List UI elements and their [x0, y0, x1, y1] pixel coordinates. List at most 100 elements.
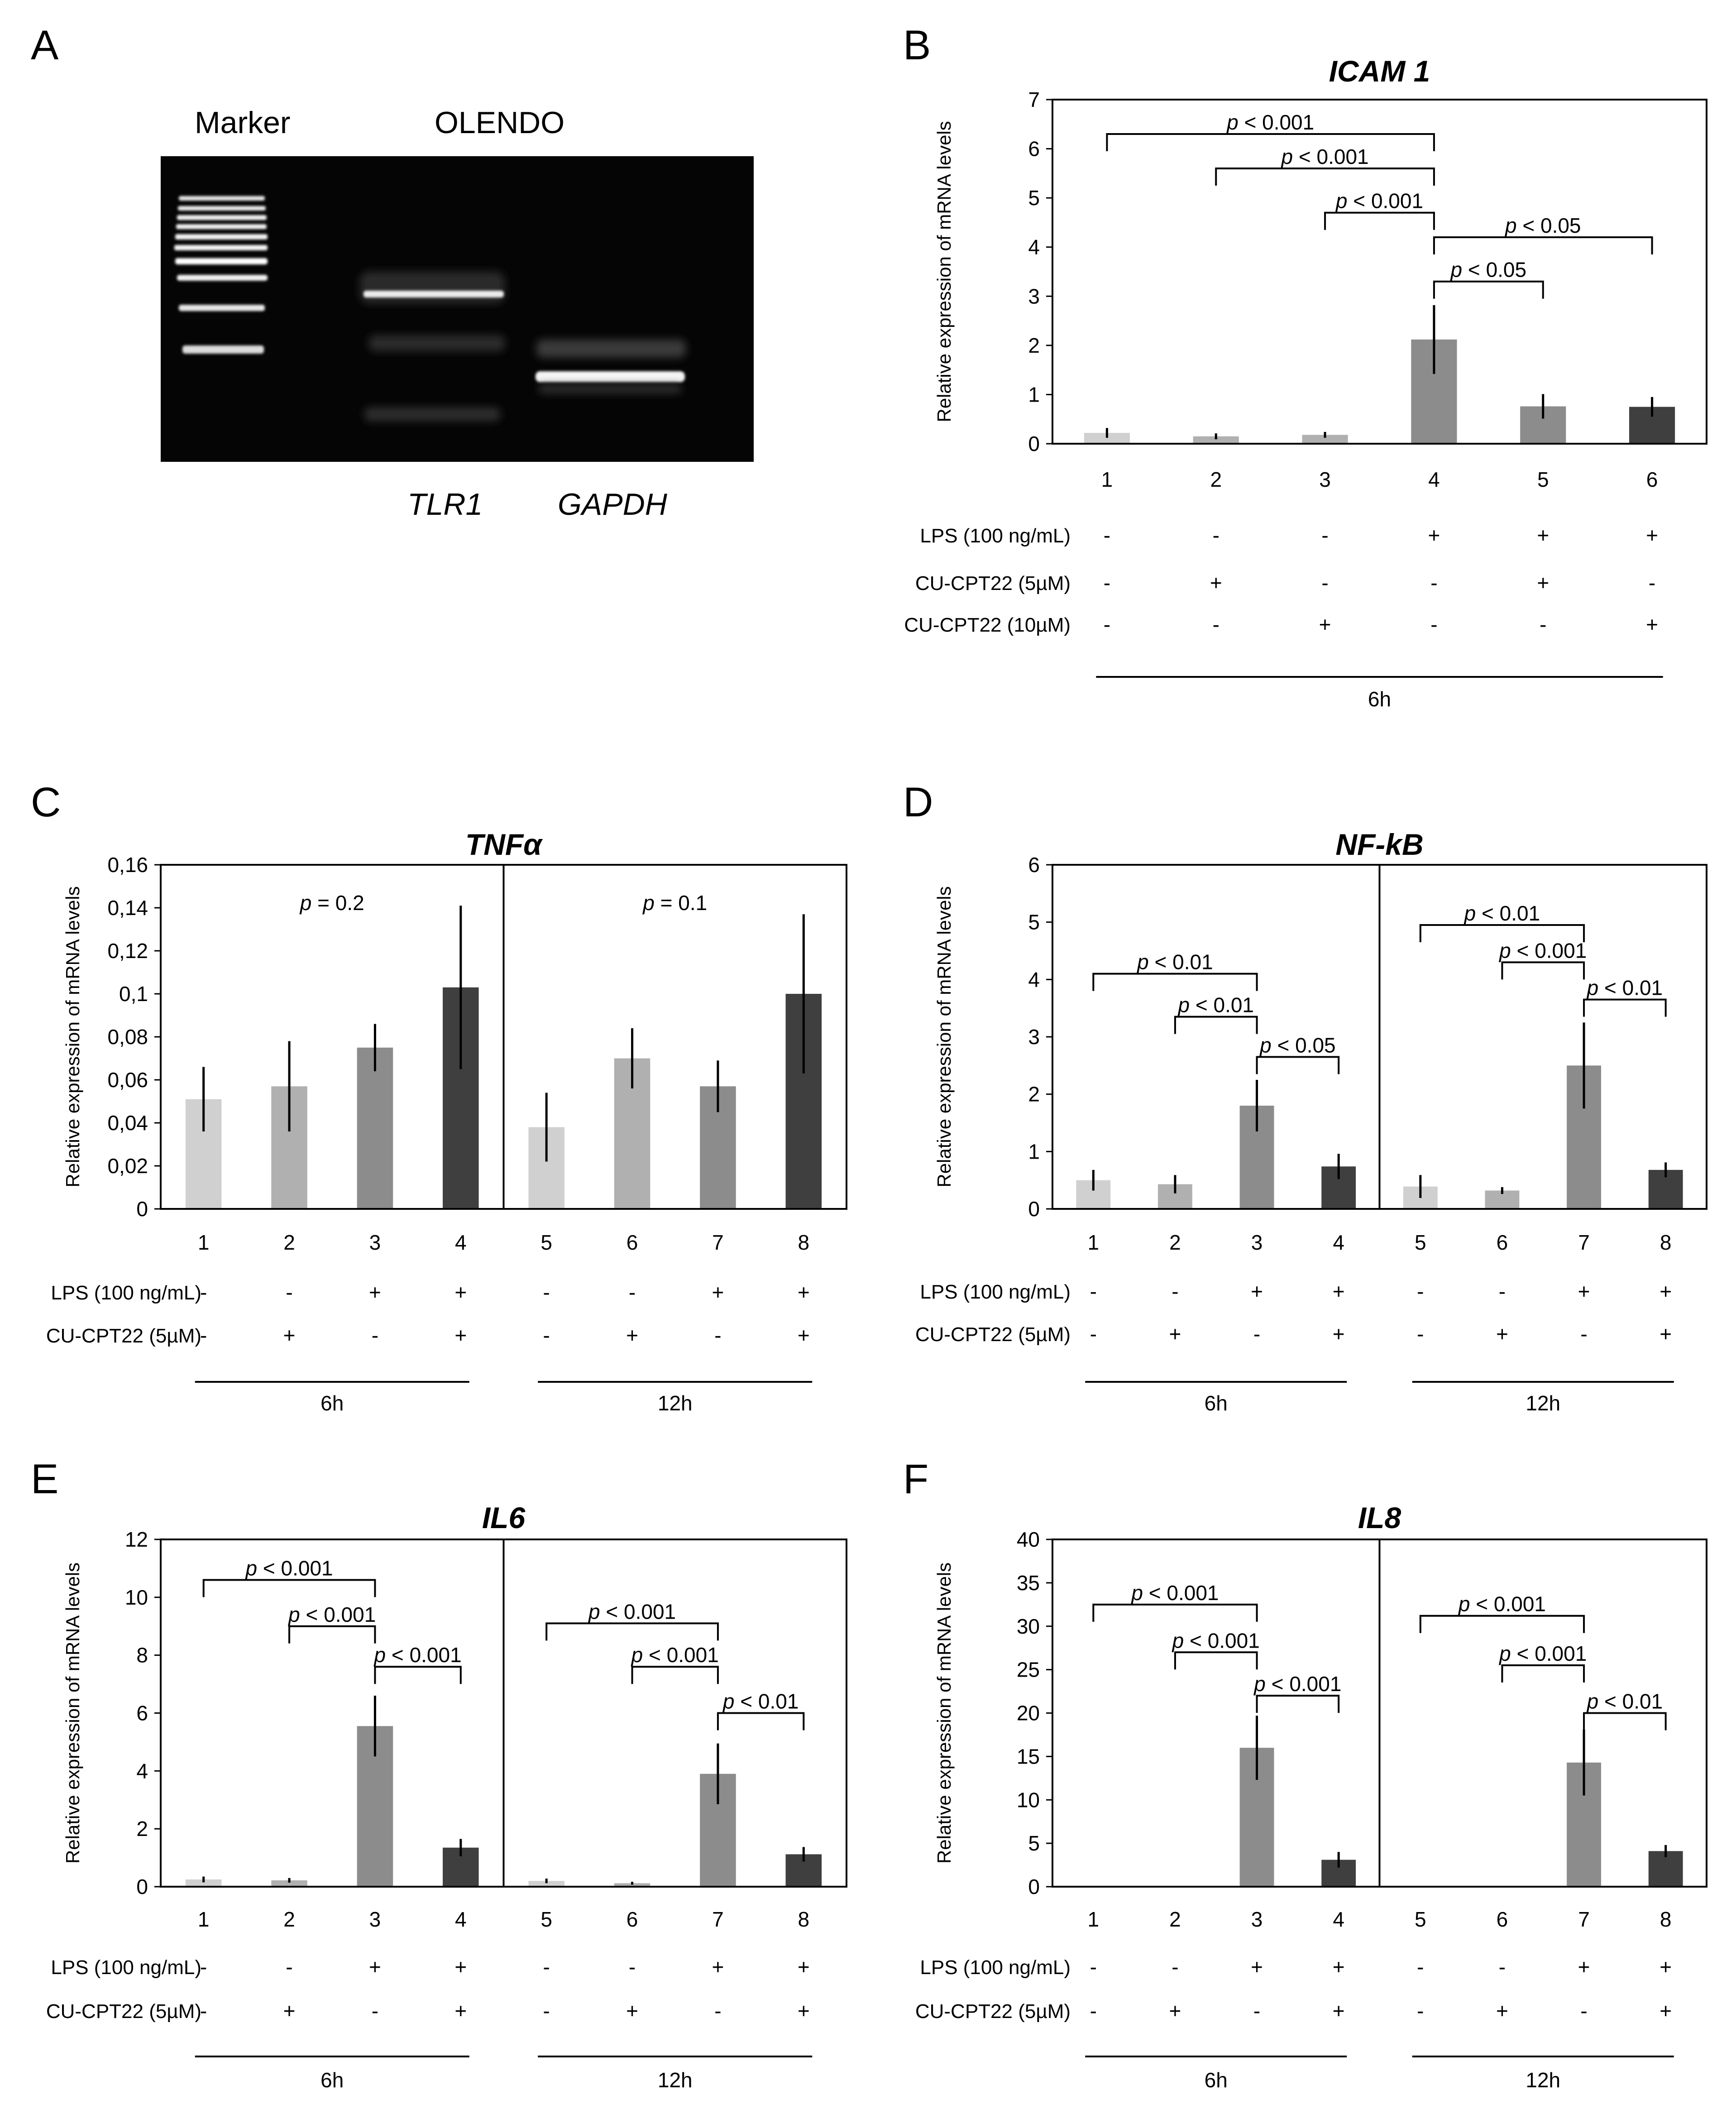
category-label: 3 — [1251, 1231, 1263, 1254]
y-tick-label: 0,16 — [107, 853, 148, 877]
y-tick-label: 30 — [1017, 1615, 1040, 1638]
bar — [1193, 436, 1239, 444]
category-label: 2 — [283, 1908, 295, 1931]
p-value: < 0.05 — [1468, 258, 1526, 282]
y-tick-label: 20 — [1017, 1702, 1040, 1725]
gel-image — [161, 156, 754, 462]
p-value: < 0.001 — [263, 1556, 333, 1580]
panel-letter: F — [903, 1456, 929, 1502]
time-group-label: 12h — [658, 1391, 693, 1415]
treatment-mark: + — [1659, 1955, 1672, 1979]
category-label: 2 — [1169, 1231, 1181, 1254]
p-value: < 0.001 — [1272, 1672, 1342, 1696]
y-tick-label: 35 — [1017, 1571, 1040, 1595]
treatment-mark: - — [543, 1955, 550, 1979]
panel-c: C TNFα Relative expression of mRNA levels… — [0, 752, 874, 1444]
p-symbol: p — [1281, 145, 1299, 168]
treatment-mark: - — [1430, 613, 1437, 636]
p-value: < 0.001 — [1476, 1592, 1546, 1616]
y-tick-label: 0 — [136, 1875, 148, 1898]
p-symbol: p — [373, 1643, 392, 1667]
category-label: 7 — [712, 1231, 724, 1254]
treatment-mark: - — [372, 1323, 378, 1347]
p-symbol: p — [1463, 901, 1482, 925]
treatment-mark: + — [1537, 523, 1549, 547]
y-tick-label: 4 — [1028, 235, 1040, 259]
y-axis-label: Relative expression of mRNA levels — [933, 1563, 955, 1864]
treatment-mark: - — [714, 1323, 721, 1347]
treatment-mark: - — [1104, 523, 1110, 547]
chart-title: IL8 — [1358, 1501, 1401, 1534]
treatment-mark: + — [454, 1323, 467, 1347]
significance-bracket — [202, 1579, 376, 1597]
category-label: 6 — [626, 1908, 638, 1931]
bar — [271, 1880, 307, 1887]
significance-label: p < 0.001 — [373, 1643, 462, 1667]
panel-letter: C — [31, 779, 61, 825]
row-label-lps: LPS (100 ng/mL) — [920, 1281, 1071, 1303]
p-value: < 0.01 — [1604, 976, 1663, 1000]
significance-bracket — [1419, 1615, 1585, 1633]
y-tick-label: 0 — [1028, 1875, 1040, 1898]
p-symbol: p — [1136, 950, 1154, 974]
treatment-mark: + — [1428, 523, 1440, 547]
category-label: 3 — [369, 1908, 381, 1931]
olendo-label: OLENDO — [435, 105, 565, 140]
treatment-mark: + — [626, 1999, 638, 2023]
treatment-mark: - — [1417, 1322, 1424, 1346]
treatment-mark: + — [454, 1955, 467, 1979]
significance-label: p < 0.05 — [1504, 214, 1581, 237]
p-value: < 0.001 — [1190, 1629, 1260, 1652]
panel-letter: D — [903, 779, 933, 825]
y-tick-label: 15 — [1017, 1745, 1040, 1768]
p-value: < 0.001 — [306, 1603, 376, 1626]
bar — [614, 1883, 650, 1887]
treatment-mark: + — [1251, 1955, 1263, 1979]
treatment-mark: - — [1499, 1280, 1506, 1303]
y-tick-label: 7 — [1028, 88, 1040, 111]
p-value: < 0.01 — [740, 1690, 799, 1713]
treatment-mark: - — [1540, 613, 1546, 636]
treatment-mark: - — [1253, 1999, 1260, 2023]
bar — [1084, 433, 1130, 444]
treatment-mark: - — [1253, 1322, 1260, 1346]
p-value: < 0.001 — [649, 1643, 719, 1667]
treatment-mark: + — [1319, 613, 1331, 636]
p-symbol: p — [1253, 1672, 1271, 1696]
gapdh-lane-label: GAPDH — [558, 487, 667, 522]
treatment-mark: + — [1646, 523, 1658, 547]
treatment-mark: + — [712, 1955, 724, 1979]
treatment-mark: + — [1578, 1955, 1590, 1979]
category-label: 2 — [1210, 468, 1222, 491]
treatment-mark: - — [1090, 1999, 1097, 2023]
significance-bracket — [1433, 280, 1544, 299]
significance-bracket — [717, 1712, 805, 1730]
y-tick-label: 2 — [136, 1817, 148, 1841]
p-symbol: p — [1586, 976, 1604, 1000]
marker-ladder — [174, 196, 268, 354]
time-group-label: 6h — [320, 2068, 344, 2092]
p-symbol: p — [1450, 258, 1468, 282]
p-symbol: p — [631, 1643, 649, 1667]
y-tick-label: 2 — [1028, 334, 1040, 357]
treatment-mark: - — [1580, 1999, 1587, 2023]
treatment-mark: + — [798, 1280, 810, 1304]
panel-f: F IL8 Relative expression of mRNA levels 0… — [860, 1431, 1736, 2107]
panel-letter: B — [903, 22, 931, 68]
category-label: 5 — [1415, 1231, 1426, 1254]
treatment-mark: + — [1333, 1955, 1345, 1979]
p-value: < 0.01 — [1604, 1690, 1663, 1713]
treatment-mark: + — [1537, 571, 1549, 594]
row-label-cu5: CU-CPT22 (5µM) — [46, 1325, 201, 1347]
tlr1-lane — [360, 272, 505, 421]
treatment-mark: + — [454, 1280, 467, 1304]
treatment-mark: - — [1417, 1999, 1424, 2023]
row-label-cu5: CU-CPT22 (5µM) — [915, 572, 1071, 594]
y-axis-label: Relative expression of mRNA levels — [62, 1563, 83, 1864]
category-label: 1 — [198, 1231, 210, 1254]
significance-bracket — [374, 1666, 462, 1684]
treatment-mark: + — [626, 1323, 638, 1347]
significance-label: p < 0.001 — [1130, 1581, 1219, 1605]
y-axis-label: Relative expression of mRNA levels — [62, 886, 83, 1187]
category-label: 8 — [1660, 1908, 1672, 1931]
